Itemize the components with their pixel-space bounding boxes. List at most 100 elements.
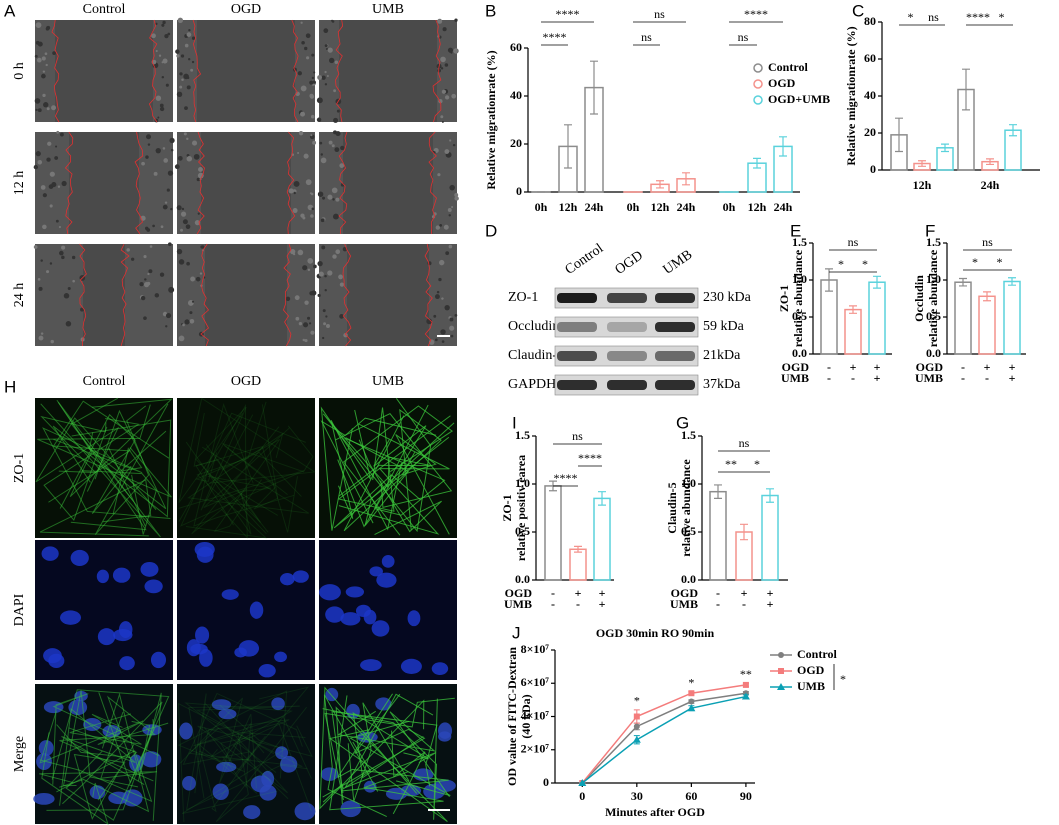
cell-texture bbox=[71, 255, 76, 260]
cell-texture bbox=[155, 22, 158, 25]
cell-texture bbox=[310, 330, 315, 335]
cell-texture bbox=[311, 207, 315, 211]
condition-sign: + bbox=[874, 360, 881, 374]
marker bbox=[688, 698, 695, 705]
cell-texture bbox=[333, 117, 339, 123]
junction-signal bbox=[345, 422, 455, 526]
scratch-gap bbox=[201, 132, 291, 234]
cell-texture bbox=[317, 191, 324, 197]
junction-signal bbox=[322, 741, 372, 803]
y-tick-label: 1.0 bbox=[681, 476, 696, 490]
scratch-edge bbox=[283, 243, 292, 347]
cell-texture bbox=[191, 140, 198, 146]
x-tick-label: 0h bbox=[723, 200, 736, 214]
cell-texture bbox=[54, 156, 59, 160]
junction-signal bbox=[177, 702, 303, 822]
panel-label: H bbox=[4, 377, 16, 396]
cell-texture bbox=[339, 314, 344, 319]
cell-texture bbox=[180, 228, 183, 232]
junction-signal bbox=[395, 434, 450, 535]
cell-texture bbox=[450, 334, 454, 338]
significance-label: * bbox=[999, 10, 1005, 24]
significance-label: * bbox=[997, 255, 1003, 269]
cell-texture bbox=[143, 316, 147, 320]
cell-texture bbox=[154, 293, 160, 298]
condition-sign: + bbox=[874, 371, 881, 385]
cell-texture bbox=[198, 167, 203, 172]
y-tick-label: 2×10⁷ bbox=[521, 742, 550, 756]
y-axis-label: ZO-1 bbox=[500, 494, 514, 521]
cell-texture bbox=[188, 28, 191, 32]
significance-label: ns bbox=[928, 10, 939, 24]
cell-texture bbox=[179, 72, 183, 76]
junction-signal bbox=[51, 689, 170, 785]
cell-texture bbox=[433, 314, 437, 318]
band bbox=[607, 380, 647, 390]
cell-texture bbox=[46, 107, 50, 111]
cell-texture bbox=[43, 102, 49, 108]
cell-texture bbox=[161, 75, 165, 79]
nucleus bbox=[319, 584, 341, 601]
junction-signal bbox=[213, 438, 281, 533]
cell-texture bbox=[177, 155, 183, 161]
cell-texture bbox=[38, 286, 43, 291]
cell-texture bbox=[327, 270, 333, 276]
nucleus bbox=[182, 775, 196, 791]
cell-texture bbox=[323, 322, 327, 326]
cell-texture bbox=[56, 130, 60, 134]
cell-texture bbox=[331, 187, 338, 194]
cell-texture bbox=[439, 259, 445, 266]
significance-label: **** bbox=[543, 30, 567, 44]
y-tick-label: 4×10⁷ bbox=[521, 708, 550, 722]
nucleus bbox=[376, 572, 397, 588]
cell-texture bbox=[435, 338, 438, 342]
cell-texture bbox=[436, 290, 440, 294]
cell-texture bbox=[42, 70, 46, 73]
x-tick-label: 60 bbox=[685, 789, 697, 803]
error-bar bbox=[574, 545, 582, 553]
cell-texture bbox=[453, 48, 459, 54]
significance-label: ns bbox=[739, 436, 750, 450]
cell-texture bbox=[343, 332, 348, 338]
cell-texture bbox=[190, 68, 194, 72]
scratch-gap bbox=[205, 244, 287, 346]
scratch-edge bbox=[79, 243, 87, 347]
x-tick-label: 24h bbox=[677, 200, 696, 214]
junction-signal bbox=[73, 744, 135, 820]
cell-texture bbox=[44, 52, 48, 56]
cell-texture bbox=[449, 325, 455, 331]
nucleus bbox=[371, 620, 390, 637]
nucleus bbox=[275, 746, 289, 760]
cell-texture bbox=[324, 83, 328, 86]
y-axis-label: relative abundance bbox=[926, 249, 940, 347]
junction-signal bbox=[323, 694, 387, 817]
cell-texture bbox=[61, 255, 65, 260]
cell-texture bbox=[322, 196, 326, 200]
cell-texture bbox=[196, 177, 201, 182]
nucleus bbox=[258, 664, 276, 678]
nucleus bbox=[70, 549, 89, 567]
nucleus bbox=[381, 554, 395, 568]
cell-texture bbox=[186, 85, 191, 90]
error-bar bbox=[895, 117, 903, 153]
cell-texture bbox=[131, 257, 135, 261]
condition-sign: - bbox=[851, 371, 855, 385]
error-bar bbox=[962, 68, 970, 111]
junction-signal bbox=[320, 406, 371, 531]
y-tick-label: 6×10⁷ bbox=[521, 675, 550, 689]
band-name: Claudin-5 bbox=[508, 348, 564, 363]
y-tick-label: 40 bbox=[510, 88, 522, 102]
error-bar bbox=[983, 291, 991, 302]
cell-texture bbox=[41, 56, 46, 61]
cell-texture bbox=[440, 56, 446, 63]
junction-signal bbox=[338, 456, 432, 497]
y-tick-label: 0 bbox=[543, 775, 549, 789]
cell-texture bbox=[437, 68, 441, 73]
cell-texture bbox=[444, 149, 450, 154]
junction-signal bbox=[184, 702, 293, 773]
cell-texture bbox=[181, 207, 185, 211]
junction-signal bbox=[324, 697, 455, 801]
cell-texture bbox=[162, 204, 168, 210]
marker bbox=[633, 723, 640, 730]
y-tick-label: 0.0 bbox=[792, 346, 807, 360]
